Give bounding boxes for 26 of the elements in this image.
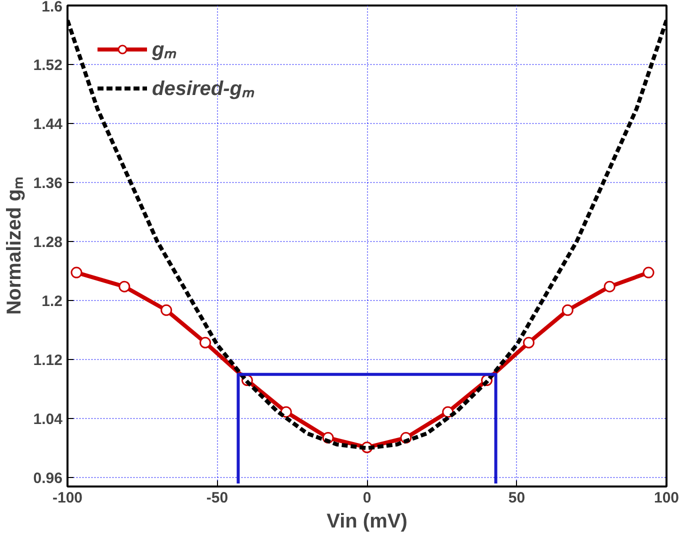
- x-tick-label: 0: [362, 490, 372, 506]
- y-tick-label: 1.2: [42, 293, 63, 310]
- point: [562, 304, 574, 316]
- y-tick-label: 1.6: [42, 0, 63, 16]
- x-tick-label: -100: [52, 490, 83, 506]
- legend-label: gₘ: [152, 38, 176, 62]
- y-tick-label: 1.28: [33, 234, 63, 252]
- x-axis-title: Vin (mV): [326, 510, 408, 532]
- y-tick-label: 1.36: [33, 175, 63, 192]
- point: [160, 304, 172, 316]
- point: [118, 280, 130, 292]
- point: [522, 336, 534, 348]
- point: [604, 280, 616, 292]
- y-tick-label: 1.52: [33, 57, 63, 74]
- point: [642, 266, 654, 278]
- y-tick-label: 1.04: [33, 411, 64, 428]
- x-tick-label: -50: [206, 490, 228, 506]
- point: [70, 266, 82, 278]
- x-tick-label: 50: [508, 490, 526, 506]
- point: [200, 336, 212, 348]
- y-tick-label: 0.96: [33, 470, 63, 488]
- x-tick-label: 100: [654, 490, 680, 506]
- legend-label: desired-gₘ: [152, 77, 254, 101]
- y-tick-label: 1.44: [33, 116, 64, 134]
- y-axis-title: Normalized gₘ: [3, 177, 26, 315]
- y-tick-label: 1.12: [33, 352, 63, 370]
